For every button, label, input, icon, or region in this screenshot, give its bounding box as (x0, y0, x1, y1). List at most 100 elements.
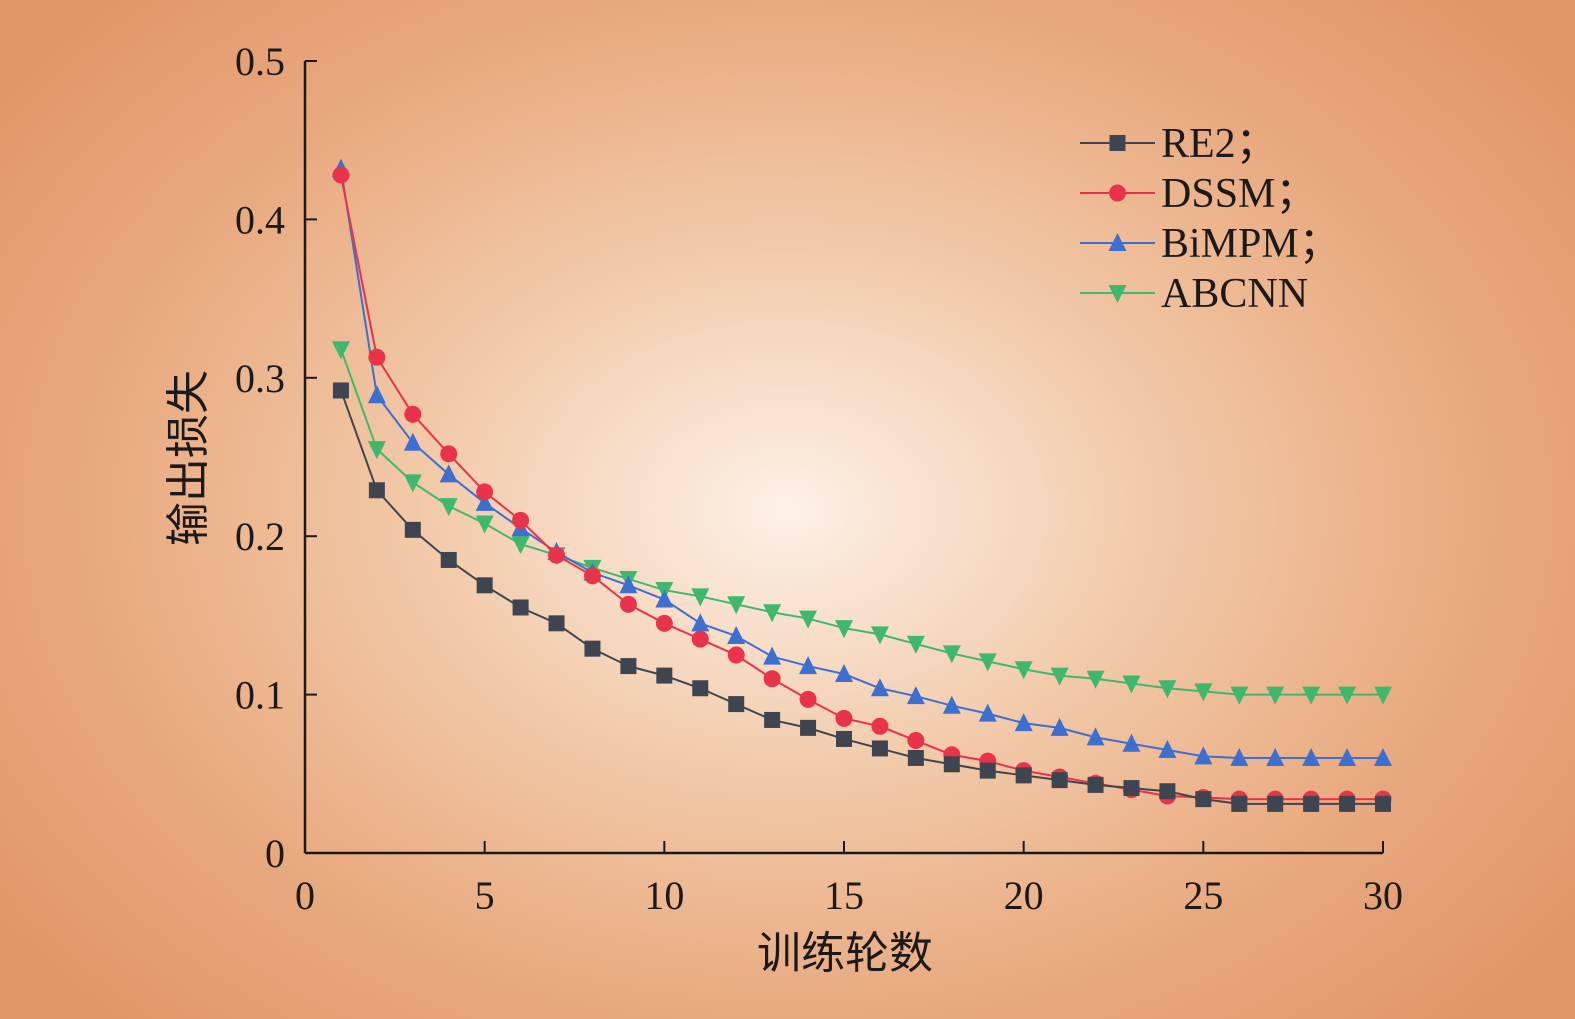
data-point (1230, 747, 1249, 766)
data-point (942, 695, 961, 714)
x-tick-label: 15 (824, 873, 864, 918)
data-point (476, 577, 493, 594)
data-point (1086, 670, 1105, 689)
data-point (404, 521, 421, 538)
data-point (1195, 791, 1212, 808)
data-point (763, 604, 782, 623)
data-point (907, 749, 924, 766)
data-point (619, 575, 638, 594)
legend-label: DSSM； (1161, 171, 1317, 217)
data-point (1230, 686, 1249, 705)
data-point (763, 646, 782, 665)
x-axis-title: 训练轮数 (757, 928, 933, 979)
x-tick-label: 0 (295, 873, 315, 918)
data-point (368, 348, 386, 366)
data-point (1266, 686, 1285, 705)
data-point (367, 441, 386, 460)
series-line (339, 348, 1383, 696)
legend-marker (1109, 184, 1126, 202)
x-tick-label: 30 (1363, 873, 1403, 918)
data-point (367, 385, 386, 404)
legend-label: ABCNN (1161, 271, 1308, 317)
data-point (836, 730, 852, 747)
data-point (979, 762, 996, 779)
y-axis-title: 输出损失 (163, 370, 214, 546)
data-point (475, 515, 494, 534)
data-point (403, 432, 422, 451)
data-point (476, 483, 494, 501)
series-line (339, 390, 1383, 805)
legend-item: DSSM； (1080, 171, 1317, 217)
data-point (1375, 795, 1391, 812)
data-point (656, 667, 673, 684)
y-tick-label: 0.1 (235, 673, 285, 718)
y-tick-label: 0.2 (235, 514, 285, 559)
data-point (728, 696, 745, 713)
x-tick-label: 10 (644, 873, 684, 918)
data-point (1303, 795, 1320, 812)
data-point (1302, 747, 1321, 766)
data-point (799, 656, 818, 675)
data-point (1159, 783, 1176, 800)
data-point (655, 614, 673, 632)
data-point (727, 596, 746, 615)
data-point (727, 625, 746, 644)
data-point (978, 703, 997, 722)
legend-item: ABCNN (1080, 271, 1308, 317)
data-point (1231, 795, 1248, 812)
data-point (1267, 795, 1284, 812)
data-point (440, 551, 457, 568)
data-point (907, 732, 925, 750)
legend-item: RE2； (1080, 121, 1278, 167)
data-point (1086, 727, 1105, 746)
data-point (764, 711, 781, 728)
data-point (512, 511, 530, 529)
axes: 0 5 10 15 20 25 30 0 0.1 0.2 0.3 0.4 0.5 (235, 39, 1403, 918)
data-point (1374, 747, 1392, 766)
y-tick-label: 0.3 (235, 356, 285, 401)
data-point (942, 645, 961, 664)
data-point (1302, 686, 1321, 705)
legend-item: BiMPM； (1080, 221, 1341, 267)
data-point (1338, 747, 1357, 766)
data-point (619, 595, 637, 613)
data-point (691, 630, 709, 648)
y-tick-label: 0.4 (235, 197, 285, 242)
data-point (799, 690, 817, 708)
data-point (620, 658, 637, 675)
data-point (1158, 740, 1177, 759)
data-point (1122, 733, 1141, 752)
data-point (978, 653, 997, 672)
legend-marker (1108, 233, 1127, 251)
data-point (548, 546, 566, 564)
data-point (1051, 772, 1068, 789)
data-point (511, 536, 530, 555)
x-tick-label: 5 (475, 873, 495, 918)
data-point (440, 445, 458, 463)
data-point (835, 620, 853, 639)
data-point (691, 588, 710, 607)
data-point (655, 589, 674, 608)
data-point (1194, 683, 1213, 702)
data-point (691, 613, 710, 632)
legend-marker (1108, 285, 1127, 303)
data-point (1374, 686, 1392, 705)
data-point (583, 567, 601, 585)
data-point (1194, 746, 1213, 765)
data-point (800, 719, 817, 736)
x-tick-label: 25 (1183, 873, 1223, 918)
data-point (1122, 675, 1141, 694)
data-point (475, 492, 494, 511)
data-point (943, 756, 960, 773)
data-point (1338, 686, 1357, 705)
legend-label: RE2； (1161, 121, 1278, 167)
data-point (835, 664, 853, 683)
data-point (403, 474, 422, 493)
data-point (870, 678, 889, 697)
data-point (692, 680, 709, 697)
series-layer (331, 158, 1392, 812)
data-point (439, 464, 458, 483)
data-point (1339, 795, 1356, 812)
data-point (1266, 747, 1285, 766)
